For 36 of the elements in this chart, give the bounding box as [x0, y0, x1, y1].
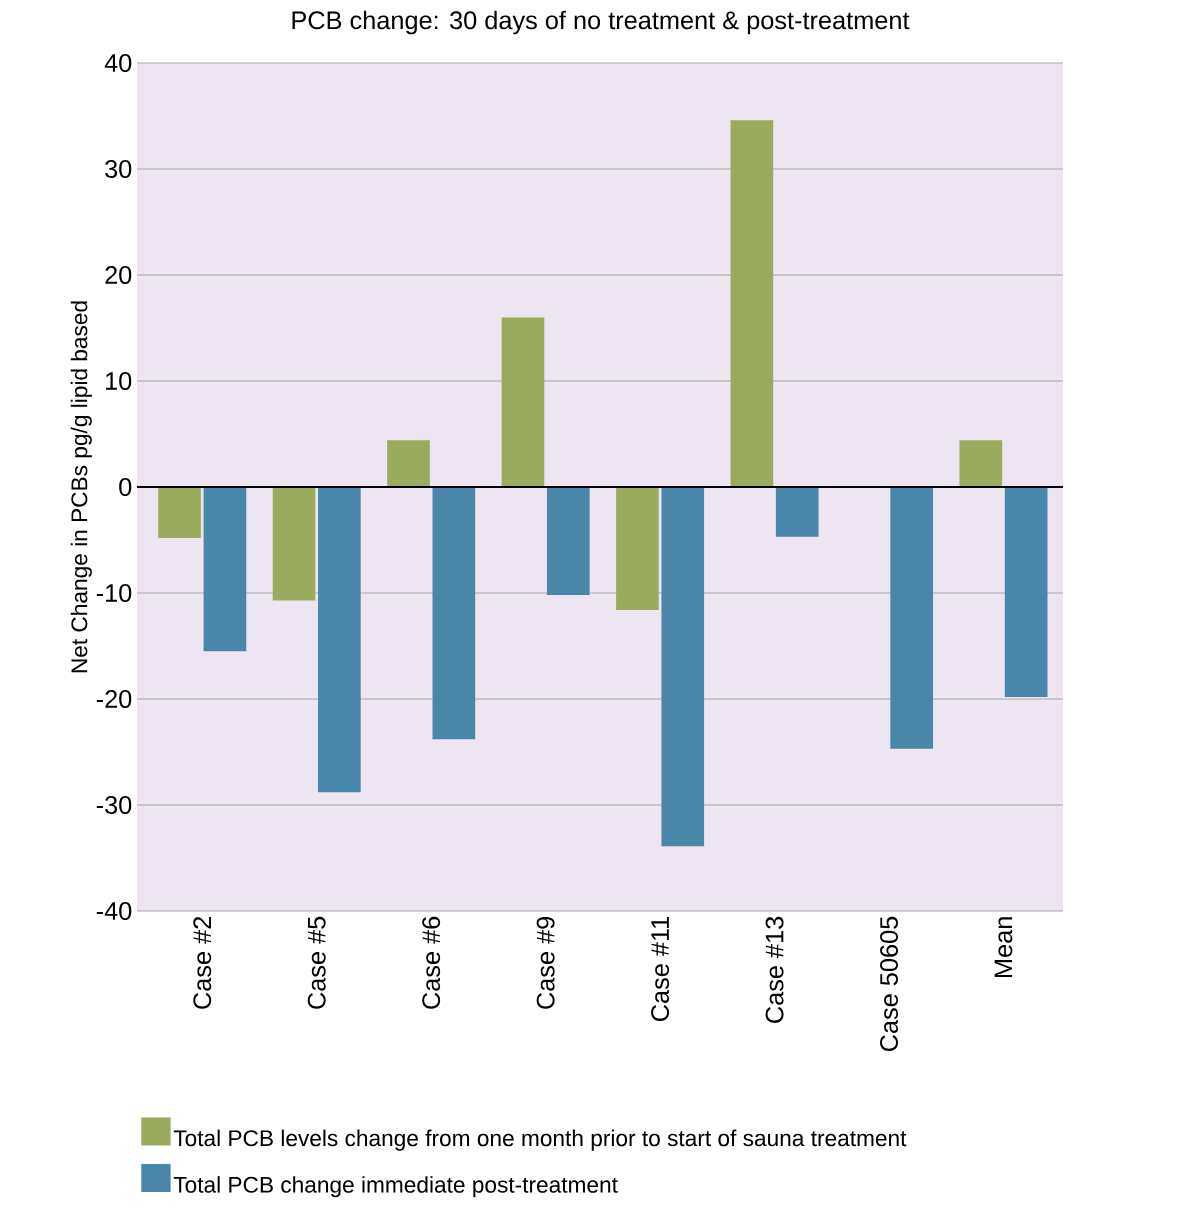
x-tick-label: Case #6 [422, 916, 441, 1009]
bar [1004, 486, 1048, 697]
y-tick-label: 20 [105, 266, 132, 284]
bar [501, 317, 545, 487]
x-tick-label: Case #13 [765, 916, 784, 1023]
y-tick-label: -40 [96, 902, 132, 920]
x-tick-label: Mean [994, 917, 1013, 978]
chart-title: PCB change: 30 days of no treatment & post-treatment [292, 10, 910, 35]
bar [203, 486, 247, 652]
bar [959, 440, 1003, 487]
y-tick-label: 10 [106, 372, 132, 390]
x-tick-label: Case 50605 [880, 916, 898, 1052]
bar [730, 120, 774, 487]
legend-label: Total PCB change immediate post-treatment [173, 1176, 618, 1198]
y-axis-title: Net Change in PCBs pg/g lipid based [70, 301, 92, 673]
x-tick-label: Case #9 [536, 916, 555, 1009]
y-tick-label: 0 [119, 478, 132, 496]
x-tick-label: Case #11 [651, 916, 670, 1021]
y-tick-label: 30 [105, 160, 132, 178]
bar [432, 486, 476, 740]
x-tick-label: Case #2 [193, 917, 212, 1009]
bar [616, 486, 659, 610]
bar [318, 486, 361, 793]
y-tick-label: -20 [96, 690, 132, 708]
bar [158, 486, 201, 538]
legend-label: Total PCB levels change from one month prior to start of sauna treatment [173, 1129, 907, 1151]
x-tick-label: Case #5 [307, 916, 326, 1009]
bar [387, 440, 430, 487]
bar [272, 486, 316, 601]
bar [890, 486, 934, 749]
y-tick-label: 40 [104, 54, 132, 72]
bar [546, 486, 590, 596]
bar [661, 486, 705, 847]
y-tick-label: -30 [96, 796, 132, 814]
bar [775, 486, 819, 537]
y-tick-label: -10 [96, 584, 132, 602]
